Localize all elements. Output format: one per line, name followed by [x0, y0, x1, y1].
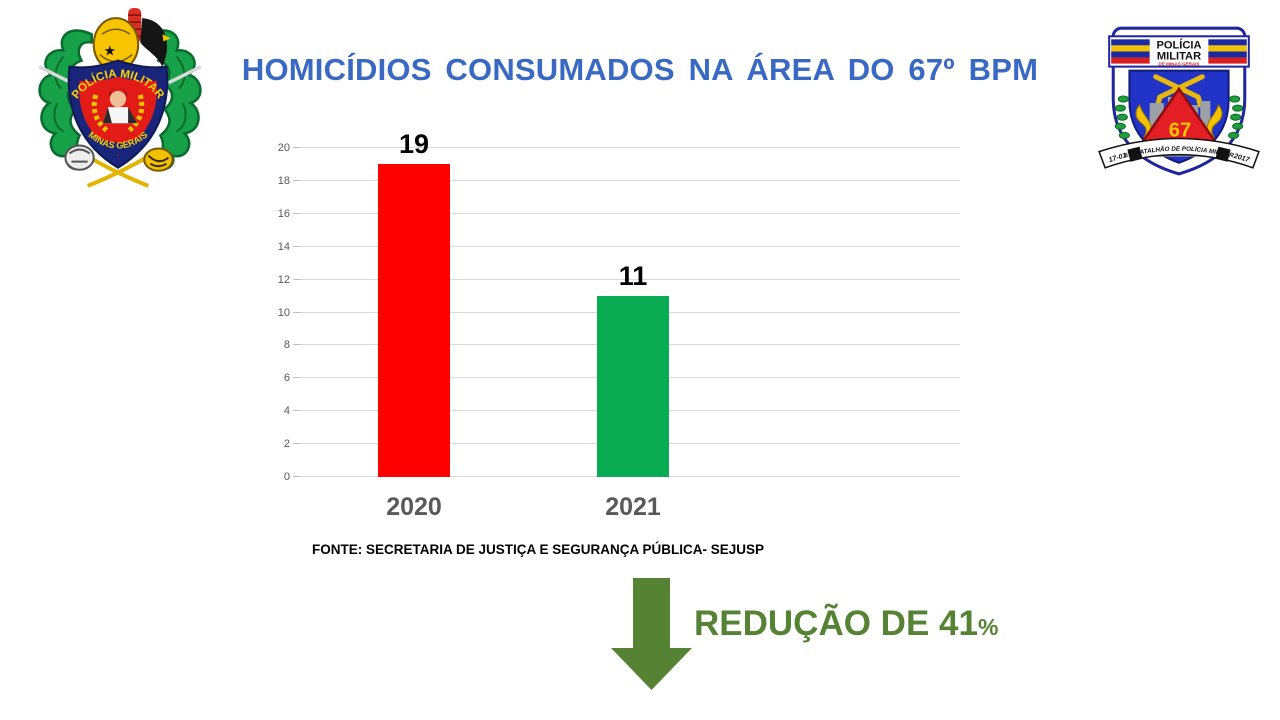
svg-text:★: ★	[104, 43, 117, 59]
badge-banner: 17-01 67º BATALHÃO DE POLÍCIA MILITAR 20…	[1098, 137, 1260, 169]
y-axis-label: 8	[283, 339, 290, 352]
gridline	[300, 179, 960, 181]
y-axis-tick	[293, 410, 300, 412]
y-axis-label: 20	[277, 142, 290, 154]
y-axis-tick	[293, 311, 300, 313]
bugle-ornament	[143, 147, 174, 172]
y-axis-label: 18	[277, 174, 290, 187]
shield: POLÍCIA MILITAR MINAS GERAIS	[67, 59, 169, 169]
gridline	[300, 147, 960, 148]
bpm67-badge-logo: POLÍCIA MILITAR DE MINAS GERAIS 67 17-01	[1098, 26, 1260, 176]
bar-2020	[378, 164, 450, 477]
y-axis-label: 10	[277, 306, 290, 319]
y-axis-tick	[293, 278, 300, 280]
bar-value-label: 11	[618, 261, 648, 292]
ribbon-ornaments	[1135, 104, 1223, 138]
y-axis-tick	[293, 443, 300, 445]
bar-chart: 0 2 4 6 8 10 12 14 16 18 20 19 2020 11 2021	[278, 129, 960, 521]
x-axis-label: 2020	[386, 493, 442, 521]
y-axis-tick	[293, 344, 300, 346]
bar-2021	[597, 296, 669, 477]
y-axis-label: 16	[277, 207, 290, 220]
badge-top-line1: POLÍCIA	[1156, 38, 1201, 51]
x-axis-label: 2021	[605, 493, 661, 521]
y-axis-label: 4	[283, 405, 290, 418]
y-axis-label: 12	[277, 273, 290, 286]
y-axis-label: 0	[283, 471, 290, 483]
helm-ornament	[64, 144, 95, 171]
y-axis-label: 2	[283, 438, 290, 451]
gridline	[300, 212, 960, 214]
band-stripes-left	[1111, 39, 1150, 64]
page-title: HOMICÍDIOS CONSUMADOS NA ÁREA DO 67º BPM	[241, 52, 1039, 87]
badge-top-line3: DE MINAS GERAIS	[1159, 62, 1200, 67]
y-axis-tick	[293, 147, 300, 148]
sword-blades	[38, 65, 202, 85]
band-stripes-right	[1208, 39, 1247, 64]
y-axis-tick	[293, 245, 300, 247]
gridline	[300, 245, 960, 247]
tiradentes-bust	[102, 87, 138, 124]
percent-sign: %	[977, 614, 999, 640]
y-axis-tick	[293, 179, 300, 181]
gridline	[300, 278, 960, 280]
y-axis-label: 6	[283, 372, 290, 385]
laurel-branches	[1114, 95, 1244, 139]
reduction-label: REDUÇÃO DE 41%	[694, 604, 998, 644]
bar-value-label: 19	[398, 129, 430, 160]
source-note: FONTE: SECRETARIA DE JUSTIÇA E SEGURANÇA…	[312, 542, 765, 557]
badge-top-line2: MILITAR	[1157, 51, 1201, 63]
pmmg-crest-logo: ★ POLÍCIA MILITAR MINAS GERAIS	[38, 8, 202, 188]
down-arrow-icon	[611, 578, 692, 690]
reduction-text: REDUÇÃO DE 41	[694, 604, 978, 643]
unit-number: 67	[1169, 119, 1192, 141]
y-axis-label: 14	[277, 240, 290, 253]
y-axis-tick	[293, 212, 300, 214]
y-axis-tick	[293, 377, 300, 379]
y-axis-tick	[293, 476, 300, 477]
badge-top-band: POLÍCIA MILITAR DE MINAS GERAIS	[1108, 35, 1250, 68]
